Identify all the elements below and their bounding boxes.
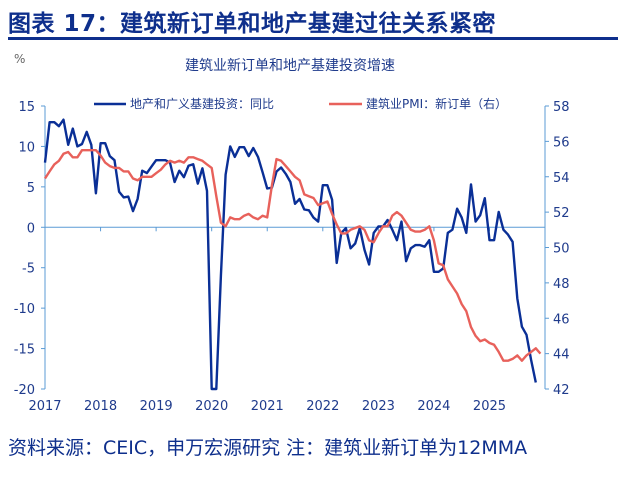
left-axis-tick-label: 0 <box>27 221 35 236</box>
right-axis-tick-label: 52 <box>553 206 570 221</box>
left-axis-tick-label: 10 <box>18 140 35 155</box>
x-axis-tick-label: 2018 <box>84 399 117 414</box>
right-axis-tick-label: 42 <box>553 383 570 398</box>
legend-label-red: 建筑业PMI：新订单（右） <box>366 96 507 111</box>
x-axis-tick-label: 2023 <box>362 399 395 414</box>
title-divider <box>8 37 618 40</box>
right-axis-tick-label: 56 <box>553 135 570 150</box>
series-line-construction-pmi-new-orders <box>43 148 542 362</box>
left-axis-tick-label: -10 <box>14 302 35 317</box>
series-line-property-infra-investment <box>43 118 537 391</box>
left-axis-tick-label: -5 <box>22 262 35 277</box>
legend-label-blue: 地产和广义基建投资：同比 <box>130 96 274 111</box>
source-note: 资料来源：CEIC，申万宏源研究 注：建筑业新订单为12MMA <box>8 437 528 459</box>
left-axis-unit: % <box>14 52 26 66</box>
legend: 地产和广义基建投资：同比 建筑业PMI：新订单（右） <box>94 96 507 111</box>
left-axis-tick-label: 5 <box>27 181 35 196</box>
right-axis-tick-label: 46 <box>553 312 570 327</box>
chart-title: 建筑业新订单和地产基建投资增速 <box>185 58 395 74</box>
right-axis-tick-label: 48 <box>553 277 570 292</box>
left-axis-tick-label: 15 <box>18 100 35 115</box>
x-axis-tick-label: 2022 <box>306 399 339 414</box>
x-axis-tick-label: 2025 <box>473 399 506 414</box>
right-axis-tick-label: 54 <box>553 171 570 186</box>
right-axis-tick-label: 50 <box>553 242 570 257</box>
right-axis-tick-label: 58 <box>553 100 570 115</box>
x-axis-tick-label: 2021 <box>251 399 284 414</box>
x-axis-tick-label: 2019 <box>140 399 173 414</box>
right-axis-tick-label: 44 <box>553 348 570 363</box>
x-axis-tick-label: 2020 <box>195 399 228 414</box>
x-axis-tick-label: 2017 <box>28 399 61 414</box>
left-axis-tick-label: -15 <box>14 343 35 358</box>
left-axis-tick-label: -20 <box>14 383 35 398</box>
figure-title: 图表 17：建筑新订单和地产基建过往关系紧密 <box>8 11 497 37</box>
x-axis-tick-label: 2024 <box>417 399 450 414</box>
